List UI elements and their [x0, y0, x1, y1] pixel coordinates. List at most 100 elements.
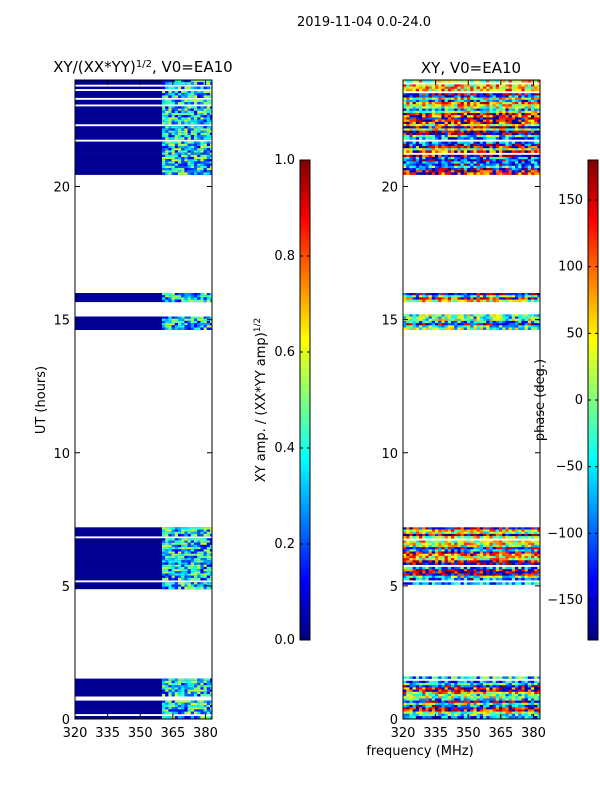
phase-cell: [435, 696, 439, 699]
phase-cell: [537, 104, 540, 107]
phase-cell: [495, 297, 500, 300]
phase-cell: [508, 146, 513, 149]
phase-cell: [511, 102, 516, 105]
phase-cell: [441, 327, 445, 330]
phase-cell: [476, 685, 481, 688]
phase-cell: [505, 119, 509, 123]
phase-cell: [534, 320, 538, 324]
phase-cell: [489, 108, 493, 112]
phase-cell: [479, 553, 484, 557]
amplitude-cell: [184, 569, 188, 572]
phase-cell: [444, 316, 449, 319]
phase-cell: [492, 560, 497, 563]
amplitude-cell: [190, 93, 195, 96]
phase-cell: [486, 318, 490, 322]
phase-cell: [518, 707, 522, 710]
phase-cell: [486, 553, 490, 557]
phase-cell: [521, 689, 525, 693]
phase-cell: [460, 99, 465, 103]
phase-cell: [422, 99, 426, 103]
amplitude-cell: [181, 566, 185, 570]
amplitude-cell: [171, 705, 176, 708]
phase-cell: [486, 709, 490, 712]
phase-cell: [521, 141, 525, 145]
amplitude-cell: [165, 99, 169, 103]
phase-cell: [447, 86, 452, 90]
phase-cell: [415, 685, 420, 688]
phase-cell: [499, 698, 503, 701]
amplitude-cell: [184, 299, 188, 303]
phase-cell: [515, 680, 519, 684]
phase-cell: [428, 709, 433, 712]
amplitude-cell: [203, 586, 208, 590]
phase-cell: [460, 93, 465, 96]
amplitude-cell: [174, 683, 179, 686]
phase-cell: [431, 549, 436, 552]
amplitude-cell: [161, 555, 166, 559]
phase-cell: [444, 696, 449, 699]
phase-cell: [419, 102, 423, 105]
phase-cell: [444, 555, 449, 559]
amplitude-cell: [165, 551, 169, 554]
amplitude-cell: [190, 573, 195, 576]
phase-cell: [502, 562, 506, 565]
amplitude-cell: [171, 700, 176, 704]
amplitude-cell: [184, 544, 188, 548]
phase-cell: [403, 676, 407, 679]
amplitude-cell: [197, 320, 201, 324]
amplitude-cell: [165, 575, 169, 579]
phase-cell: [403, 577, 407, 581]
phase-cell: [460, 297, 465, 300]
amplitude-cell: [193, 683, 198, 686]
phase-cell: [534, 327, 538, 330]
amplitude-cell: [165, 318, 169, 322]
phase-cell: [524, 299, 529, 303]
phase-cell: [457, 113, 461, 116]
phase-cell: [521, 527, 525, 530]
phase-cell: [486, 121, 490, 125]
phase-cell: [473, 128, 477, 131]
phase-cell: [527, 299, 532, 303]
phase-cell: [470, 93, 474, 96]
phase-cell: [435, 113, 439, 116]
phase-cell: [502, 702, 506, 706]
phase-cell: [441, 110, 445, 114]
phase-cell: [460, 86, 465, 90]
phase-cell: [412, 327, 417, 330]
phase-cell: [463, 577, 468, 581]
phase-cell: [489, 569, 493, 572]
amplitude-cell: [165, 562, 169, 565]
amplitude-cell: [75, 716, 212, 719]
amplitude-cell: [200, 529, 204, 532]
phase-cell: [492, 117, 497, 120]
phase-cell: [531, 531, 535, 535]
amplitude-cell: [165, 685, 169, 688]
phase-cell: [527, 121, 532, 125]
phase-cell: [534, 104, 538, 107]
phase-cell: [502, 117, 506, 120]
phase-cell: [476, 680, 481, 684]
phase-cell: [483, 141, 487, 145]
phase-cell: [505, 128, 509, 131]
amplitude-cell: [197, 157, 201, 160]
phase-cell: [451, 113, 455, 116]
phase-cell: [489, 542, 493, 546]
phase-cell: [537, 132, 540, 136]
phase-cell: [492, 297, 497, 300]
phase-cell: [515, 542, 519, 546]
phase-cell: [447, 121, 452, 125]
phase-cell: [454, 689, 458, 693]
amplitude-cell: [165, 82, 169, 85]
phase-cell: [521, 110, 525, 114]
amplitude-cell: [161, 143, 166, 147]
amplitude-cell: [75, 547, 212, 550]
phase-cell: [454, 685, 458, 688]
phase-cell: [518, 126, 522, 129]
amplitude-cell: [200, 584, 204, 587]
amplitude-cell: [190, 293, 195, 296]
phase-cell: [441, 536, 445, 539]
phase-cell: [463, 137, 468, 140]
amplitude-cell: [171, 573, 176, 576]
phase-cell: [460, 689, 465, 693]
phase-cell: [499, 84, 503, 87]
